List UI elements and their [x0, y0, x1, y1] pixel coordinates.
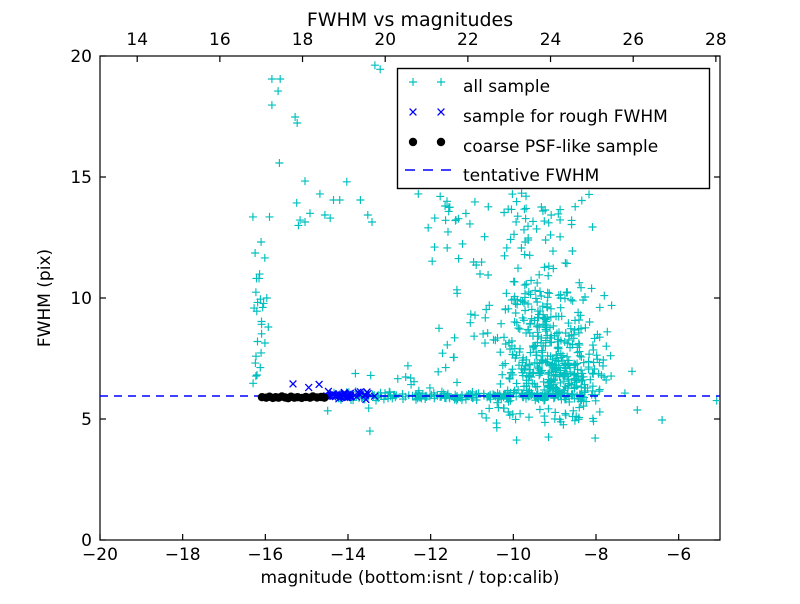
- data-points-layer: [100, 61, 720, 445]
- x-tick-label: −14: [330, 545, 366, 565]
- y-tick-label: 15: [70, 168, 92, 188]
- legend-label-all-sample: all sample: [463, 77, 550, 97]
- axis-ticks: [99, 55, 720, 541]
- legend-label-rough-fwhm: sample for rough FWHM: [463, 107, 668, 127]
- x-axis-label: magnitude (bottom:isnt / top:calib): [261, 568, 560, 588]
- y-tick-label: 0: [81, 531, 92, 551]
- y-tick-label: 20: [70, 47, 92, 67]
- legend: all sample sample for rough FWHM coarse …: [396, 67, 711, 190]
- y-tick-label: 5: [81, 410, 92, 430]
- x-tick-label: −12: [413, 545, 449, 565]
- rough-fwhm-sample-points: [289, 380, 379, 404]
- legend-box: [396, 67, 711, 190]
- psf-like-sample-points: [257, 392, 329, 403]
- legend-marker-psf-like-icon: [408, 137, 446, 147]
- top-x-tick-label: 20: [374, 30, 396, 50]
- legend-marker-all-sample-icon: [409, 78, 445, 86]
- top-x-tick-label: 22: [457, 30, 479, 50]
- x-tick-label: −6: [666, 545, 691, 565]
- chart-title: FWHM vs magnitudes: [307, 9, 513, 31]
- top-x-tick-label: 24: [540, 30, 562, 50]
- axis-tick-labels: −20 −18 −16 −14 −12 −10 −8 −6 14 16 18 20 22 24 26 28 0 5…: [70, 30, 726, 565]
- x-tick-label: −16: [247, 545, 283, 565]
- top-x-tick-label: 28: [705, 30, 727, 50]
- top-x-tick-label: 26: [622, 30, 644, 50]
- all-sample-points: [248, 61, 720, 445]
- y-axis-label: FWHM (pix): [35, 249, 55, 347]
- x-tick-label: −20: [82, 545, 118, 565]
- top-x-tick-label: 18: [292, 30, 314, 50]
- top-x-tick-label: 14: [126, 30, 148, 50]
- x-tick-label: −18: [165, 545, 201, 565]
- x-tick-label: −8: [583, 545, 608, 565]
- top-x-tick-label: 16: [209, 30, 231, 50]
- legend-label-tentative-fwhm: tentative FWHM: [463, 166, 599, 186]
- x-tick-label: −10: [495, 545, 531, 565]
- legend-marker-rough-fwhm-icon: [409, 108, 445, 116]
- legend-label-psf-like: coarse PSF-like sample: [463, 137, 658, 157]
- y-tick-label: 10: [70, 289, 92, 309]
